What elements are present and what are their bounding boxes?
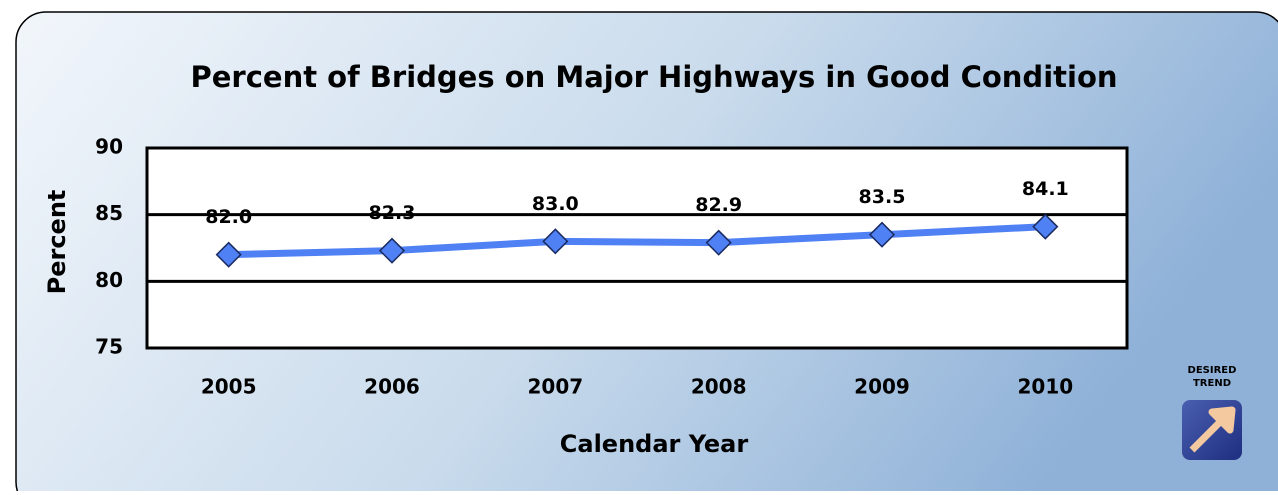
x-tick-label: 2009 [854, 375, 910, 399]
data-label: 82.9 [695, 194, 742, 216]
data-label: 83.0 [532, 193, 579, 215]
data-point [868, 221, 896, 248]
x-tick-label: 2010 [1017, 375, 1073, 399]
plot-area [145, 146, 1129, 350]
y-tick-label: 75 [95, 335, 123, 359]
data-label: 84.1 [1022, 178, 1069, 200]
x-tick-label: 2006 [364, 375, 420, 399]
y-tick-label: 85 [95, 201, 123, 225]
y-tick-label: 80 [95, 268, 123, 292]
trend-label: DESIRED [1188, 365, 1237, 376]
x-tick-label: 2005 [201, 375, 257, 399]
data-point [378, 237, 406, 264]
y-axis-label: Percent [43, 190, 71, 295]
chart-title: Percent of Bridges on Major Highways in … [190, 60, 1117, 94]
data-label: 82.0 [205, 206, 252, 228]
data-point [542, 228, 569, 255]
data-point [705, 229, 732, 256]
data-point [1032, 213, 1059, 240]
x-tick-label: 2007 [527, 375, 583, 399]
x-tick-label: 2008 [691, 375, 747, 399]
trend-label: TREND [1193, 378, 1231, 389]
data-line [228, 223, 1046, 259]
data-point [215, 241, 242, 268]
x-axis-label: Calendar Year [560, 430, 749, 458]
data-label: 83.5 [859, 186, 906, 208]
y-tick-label: 90 [95, 135, 123, 159]
trend-arrow [1189, 406, 1236, 453]
data-label: 82.3 [369, 202, 416, 224]
